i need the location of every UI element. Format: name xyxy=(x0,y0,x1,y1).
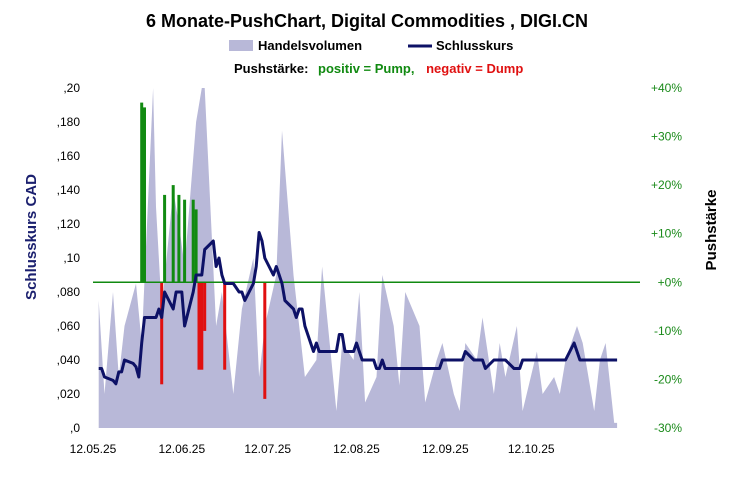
chart-title: 6 Monate-PushChart, Digital Commodities … xyxy=(146,11,588,31)
pump-bar xyxy=(171,185,175,283)
pump-bar xyxy=(143,107,146,283)
y-tick-label: ,180 xyxy=(57,115,81,129)
y2-tick-label: -10% xyxy=(654,324,682,338)
y2-tick-label: +30% xyxy=(651,130,682,144)
legend-volume-label: Handelsvolumen xyxy=(258,38,362,53)
y-tick-label: ,160 xyxy=(57,149,81,163)
x-axis: 12.05.25 12.06.25 12.07.25 12.08.25 12.09.25… xyxy=(70,442,555,456)
y-axis-right: -30% -20% -10% +0% +10% +20% +30% +40% xyxy=(651,81,682,435)
y2-tick-label: +0% xyxy=(658,275,683,289)
y-tick-label: ,060 xyxy=(57,319,81,333)
y2-tick-label: -20% xyxy=(654,372,682,386)
dump-bar xyxy=(197,282,201,370)
pump-bar xyxy=(183,199,187,283)
legend-push-positive: positiv = Pump, xyxy=(318,61,414,76)
dump-bar xyxy=(160,282,164,385)
y-tick-label: ,020 xyxy=(57,387,81,401)
pump-bar xyxy=(191,199,195,283)
y-tick-label: ,20 xyxy=(63,81,80,95)
legend-close-label: Schlusskurs xyxy=(436,38,513,53)
pump-bar xyxy=(140,102,144,283)
y-axis-left: ,0 ,020 ,040 ,060 ,080 ,10 ,120 ,140 ,160 ,180 ,20 xyxy=(57,81,81,435)
pump-bar xyxy=(194,209,198,283)
legend-push-negative: negativ = Dump xyxy=(426,61,523,76)
y-tick-label: ,140 xyxy=(57,183,81,197)
pump-bar xyxy=(177,194,181,283)
y-axis-label: Schlusskurs CAD xyxy=(23,174,40,300)
y-tick-label: ,120 xyxy=(57,217,81,231)
dump-bar xyxy=(223,282,227,370)
legend-push-line: Pushstärke: positiv = Pump, negativ = Du… xyxy=(234,61,523,76)
y-tick-label: ,0 xyxy=(70,421,80,435)
volume-area-layer xyxy=(98,88,618,428)
dump-bar xyxy=(203,282,207,331)
y2-tick-label: -30% xyxy=(654,421,682,435)
y2-tick-label: +40% xyxy=(651,81,682,95)
dump-bar xyxy=(263,282,267,399)
legend: Handelsvolumen Schlusskurs Pushstärke: p… xyxy=(229,38,523,76)
x-tick-label: 12.09.25 xyxy=(422,442,469,456)
y-tick-label: ,10 xyxy=(63,251,80,265)
close-line xyxy=(98,231,618,386)
x-tick-label: 12.07.25 xyxy=(244,442,291,456)
x-tick-label: 12.10.25 xyxy=(508,442,555,456)
y2-tick-label: +20% xyxy=(651,178,682,192)
dump-bar xyxy=(200,282,204,370)
y2-tick-label: +10% xyxy=(651,227,682,241)
x-tick-label: 12.05.25 xyxy=(70,442,117,456)
x-tick-label: 12.06.25 xyxy=(158,442,205,456)
legend-push-prefix: Pushstärke: xyxy=(234,61,308,76)
close-line-layer xyxy=(98,231,618,386)
y-tick-label: ,040 xyxy=(57,353,81,367)
y2-axis-label: Pushstärke xyxy=(703,190,720,271)
push-bars-layer xyxy=(140,102,267,399)
legend-volume-swatch xyxy=(229,40,253,51)
pump-bar xyxy=(163,194,167,283)
y-tick-label: ,080 xyxy=(57,285,81,299)
volume-area xyxy=(98,88,618,428)
x-tick-label: 12.08.25 xyxy=(333,442,380,456)
